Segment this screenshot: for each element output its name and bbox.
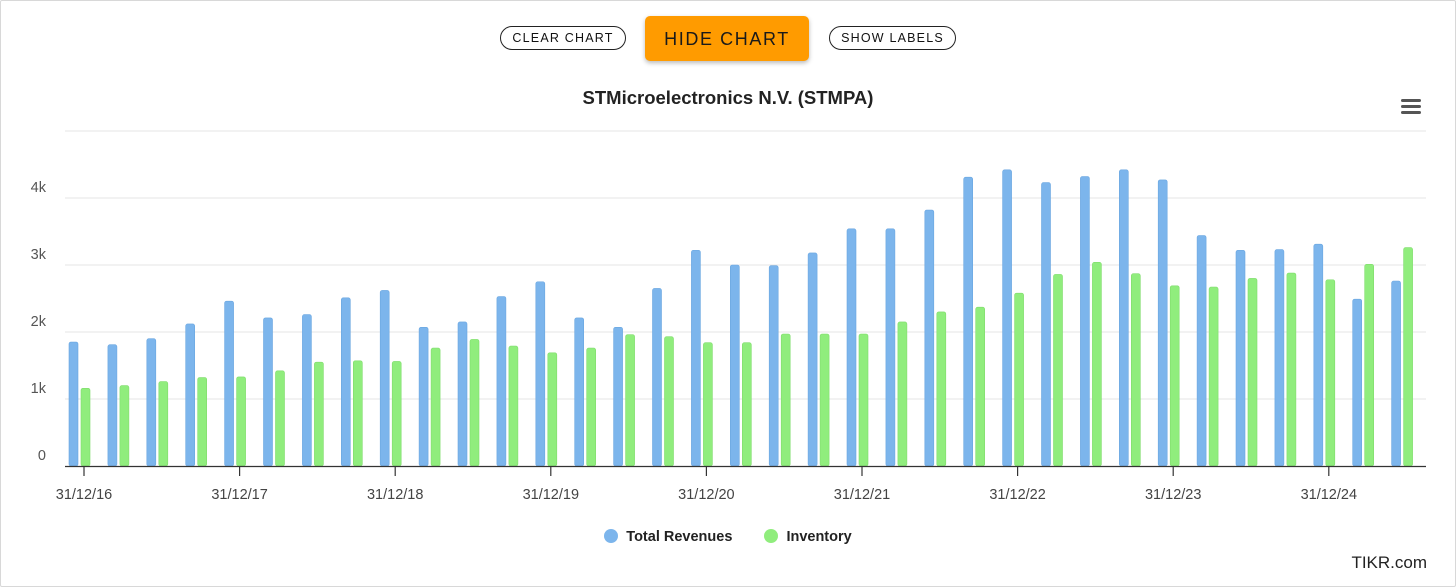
bar-inventory bbox=[508, 345, 519, 467]
legend-item-total-revenues[interactable]: Total Revenues bbox=[604, 529, 732, 545]
bar-total-revenues bbox=[1235, 249, 1246, 467]
x-tick-label: 31/12/20 bbox=[678, 487, 734, 503]
y-tick-label: 0 bbox=[38, 448, 46, 464]
x-tick-label: 31/12/17 bbox=[211, 487, 267, 503]
bar-inventory bbox=[1247, 278, 1258, 467]
tikr-credit: TIKR.com bbox=[1351, 553, 1427, 572]
y-tick-label: 1k bbox=[31, 381, 47, 397]
bar-inventory bbox=[1169, 285, 1180, 467]
bar-inventory bbox=[1092, 262, 1102, 467]
bar-total-revenues bbox=[68, 341, 79, 467]
bar-total-revenues bbox=[807, 252, 818, 467]
legend-dot-total-revenues bbox=[604, 529, 619, 543]
bar-total-revenues bbox=[924, 209, 935, 467]
chart-title: STMicroelectronics N.V. (STMPA) bbox=[582, 87, 874, 108]
bar-total-revenues bbox=[1119, 169, 1129, 467]
y-tick-label: 2k bbox=[31, 314, 47, 330]
hamburger-menu-icon[interactable] bbox=[1399, 98, 1423, 116]
bar-total-revenues bbox=[1352, 298, 1362, 467]
bar-total-revenues bbox=[224, 300, 234, 467]
legend-dot-inventory bbox=[764, 529, 779, 543]
x-tick-label: 31/12/16 bbox=[56, 487, 112, 503]
bar-total-revenues bbox=[1041, 182, 1051, 467]
hide-chart-button[interactable]: HIDE CHART bbox=[645, 16, 809, 61]
bar-total-revenues bbox=[885, 228, 896, 467]
bar-inventory bbox=[625, 334, 635, 467]
y-tick-label: 4k bbox=[31, 180, 47, 196]
bar-inventory bbox=[936, 311, 947, 467]
bar-inventory bbox=[80, 387, 91, 467]
bar-total-revenues bbox=[185, 323, 195, 467]
x-tick-label: 31/12/21 bbox=[834, 487, 890, 503]
bar-inventory bbox=[158, 381, 169, 467]
bar-total-revenues bbox=[613, 327, 623, 467]
bar-total-revenues bbox=[1313, 243, 1324, 467]
bar-inventory bbox=[1325, 279, 1336, 467]
bar-inventory bbox=[275, 370, 285, 467]
bar-total-revenues bbox=[457, 321, 468, 467]
bar-total-revenues bbox=[340, 297, 351, 467]
bar-inventory bbox=[547, 352, 558, 467]
bar-total-revenues bbox=[535, 281, 546, 467]
bar-total-revenues bbox=[302, 314, 312, 467]
bar-inventory bbox=[391, 361, 402, 467]
bar-total-revenues bbox=[1391, 280, 1401, 467]
bar-inventory bbox=[819, 333, 830, 467]
bar-total-revenues bbox=[1157, 179, 1168, 467]
legend-label-inventory: Inventory bbox=[786, 529, 852, 545]
bar-inventory bbox=[430, 347, 441, 467]
bar-inventory bbox=[352, 360, 363, 467]
bar-inventory bbox=[664, 336, 674, 467]
bar-total-revenues bbox=[496, 296, 507, 467]
bar-total-revenues bbox=[379, 290, 390, 467]
legend-item-inventory[interactable]: Inventory bbox=[764, 529, 852, 545]
bar-total-revenues bbox=[146, 338, 157, 467]
bar-inventory bbox=[897, 321, 908, 467]
bar-inventory bbox=[975, 306, 986, 467]
bar-inventory bbox=[780, 333, 791, 467]
bar-total-revenues bbox=[768, 265, 779, 467]
chart-legend: Total Revenues Inventory bbox=[0, 529, 1456, 545]
bar-inventory bbox=[1364, 264, 1374, 467]
bar-inventory bbox=[119, 385, 130, 467]
bar-total-revenues bbox=[1080, 176, 1090, 467]
show-labels-button[interactable]: SHOW LABELS bbox=[829, 26, 956, 50]
bar-total-revenues bbox=[846, 228, 857, 467]
bar-inventory bbox=[1131, 273, 1141, 467]
bar-total-revenues bbox=[1002, 169, 1012, 467]
bar-inventory bbox=[586, 347, 597, 467]
bar-total-revenues bbox=[263, 317, 273, 467]
x-tick-label: 31/12/18 bbox=[367, 487, 423, 503]
bar-inventory bbox=[1208, 286, 1219, 467]
bar-total-revenues bbox=[1274, 249, 1285, 467]
bar-inventory bbox=[703, 342, 713, 467]
bar-total-revenues bbox=[729, 264, 740, 467]
bar-inventory bbox=[741, 342, 752, 467]
bar-inventory bbox=[1286, 272, 1297, 467]
bar-inventory bbox=[1014, 292, 1024, 467]
bar-inventory bbox=[314, 361, 324, 467]
bar-inventory bbox=[236, 376, 246, 467]
x-tick-label: 31/12/19 bbox=[523, 487, 579, 503]
bar-total-revenues bbox=[691, 249, 701, 467]
bar-inventory bbox=[197, 377, 207, 467]
bar-total-revenues bbox=[652, 288, 662, 467]
bar-total-revenues bbox=[418, 327, 429, 467]
y-tick-label: 3k bbox=[31, 247, 47, 263]
bar-inventory bbox=[1053, 274, 1063, 467]
x-tick-label: 31/12/24 bbox=[1301, 487, 1357, 503]
bar-total-revenues bbox=[1196, 235, 1207, 467]
bar-total-revenues bbox=[574, 317, 585, 467]
bar-total-revenues bbox=[963, 176, 974, 467]
bar-inventory bbox=[469, 339, 480, 467]
x-tick-label: 31/12/22 bbox=[989, 487, 1045, 503]
bar-inventory bbox=[1403, 247, 1413, 467]
bar-inventory bbox=[858, 333, 869, 467]
clear-chart-button[interactable]: CLEAR CHART bbox=[500, 26, 626, 50]
legend-label-total-revenues: Total Revenues bbox=[626, 529, 733, 545]
bar-total-revenues bbox=[107, 344, 118, 467]
x-tick-label: 31/12/23 bbox=[1145, 487, 1201, 503]
